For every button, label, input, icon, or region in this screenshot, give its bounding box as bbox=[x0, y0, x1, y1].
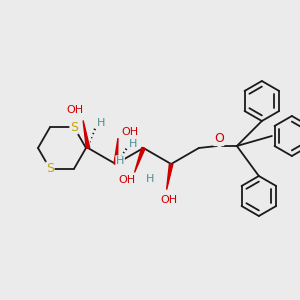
Text: OH: OH bbox=[67, 105, 84, 116]
Polygon shape bbox=[134, 147, 145, 172]
Text: H: H bbox=[129, 139, 137, 148]
Text: H: H bbox=[116, 156, 124, 166]
Text: H: H bbox=[97, 118, 106, 128]
Polygon shape bbox=[83, 120, 90, 148]
Text: S: S bbox=[46, 162, 54, 175]
Text: OH: OH bbox=[122, 127, 139, 137]
Polygon shape bbox=[114, 138, 118, 164]
Text: OH: OH bbox=[160, 195, 177, 205]
Text: OH: OH bbox=[118, 176, 135, 185]
Text: H: H bbox=[146, 174, 154, 184]
Text: O: O bbox=[214, 133, 224, 146]
Polygon shape bbox=[167, 164, 173, 190]
Text: S: S bbox=[70, 121, 78, 134]
